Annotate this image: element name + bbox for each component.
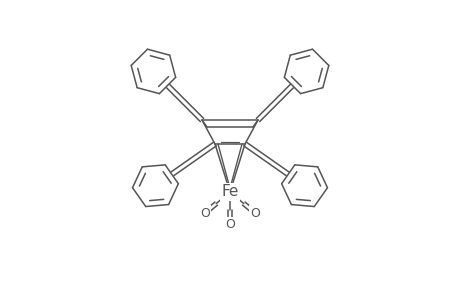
Text: O: O bbox=[199, 207, 209, 220]
Text: O: O bbox=[250, 207, 260, 220]
Text: Fe: Fe bbox=[221, 184, 238, 200]
Text: O: O bbox=[224, 218, 235, 232]
